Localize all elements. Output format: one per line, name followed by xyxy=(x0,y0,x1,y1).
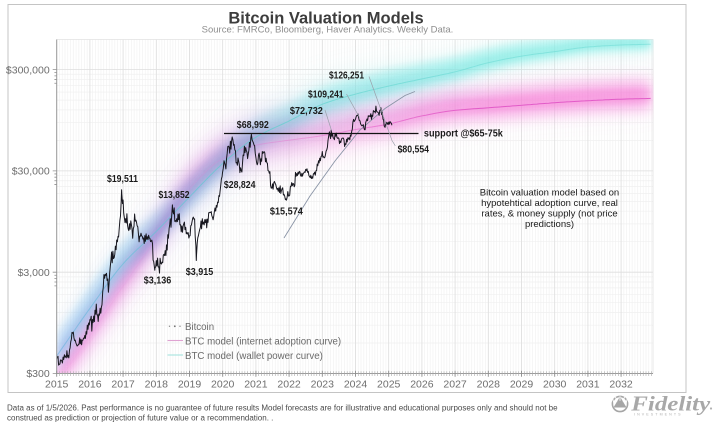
svg-text:2017: 2017 xyxy=(111,379,135,391)
svg-text:2020: 2020 xyxy=(211,379,235,391)
svg-text:$109,241: $109,241 xyxy=(308,89,344,100)
svg-text:INVESTMENTS: INVESTMENTS xyxy=(634,413,683,417)
svg-text:2015: 2015 xyxy=(45,379,69,391)
svg-text:2021: 2021 xyxy=(244,379,268,391)
svg-text:2027: 2027 xyxy=(443,379,467,391)
svg-text:2023: 2023 xyxy=(311,379,335,391)
svg-text:2028: 2028 xyxy=(477,379,501,391)
svg-text:2019: 2019 xyxy=(178,379,202,391)
svg-text:$19,511: $19,511 xyxy=(107,174,138,185)
svg-text:$3,136: $3,136 xyxy=(144,276,172,287)
svg-text:Bitcoin: Bitcoin xyxy=(185,322,214,333)
svg-text:$3,915: $3,915 xyxy=(186,267,214,278)
svg-text:$300: $300 xyxy=(26,368,50,380)
svg-text:$126,251: $126,251 xyxy=(329,70,364,81)
svg-text:2032: 2032 xyxy=(609,379,633,391)
svg-text:Fidelity: Fidelity xyxy=(630,392,711,416)
svg-text:2026: 2026 xyxy=(410,379,434,391)
svg-text:2029: 2029 xyxy=(510,379,534,391)
svg-text:$72,732: $72,732 xyxy=(290,106,323,117)
svg-text:predictions): predictions) xyxy=(525,219,574,230)
svg-text:2031: 2031 xyxy=(576,379,600,391)
svg-text:$68,992: $68,992 xyxy=(237,120,269,131)
svg-text:$15,574: $15,574 xyxy=(270,207,303,218)
svg-text:$13,852: $13,852 xyxy=(159,190,190,201)
svg-text:$80,554: $80,554 xyxy=(398,144,430,155)
svg-text:2016: 2016 xyxy=(78,379,102,391)
svg-text:Data as of 1/5/2026. Past perf: Data as of 1/5/2026. Past performance is… xyxy=(7,404,558,413)
svg-text:$3,000: $3,000 xyxy=(18,267,50,279)
svg-text:$30,000: $30,000 xyxy=(12,166,50,178)
svg-text:Bitcoin valuation model based: Bitcoin valuation model based on xyxy=(480,187,619,198)
svg-text:$28,824: $28,824 xyxy=(224,180,256,191)
svg-text:2025: 2025 xyxy=(377,379,401,391)
svg-text:BTC model (internet adoption c: BTC model (internet adoption curve) xyxy=(185,337,341,348)
svg-text:construed as prediction or pro: construed as prediction or projection of… xyxy=(7,414,273,423)
svg-text:2030: 2030 xyxy=(543,379,567,391)
svg-text:2022: 2022 xyxy=(277,379,301,391)
svg-text:Source: FMRCo, Bloomberg, Have: Source: FMRCo, Bloomberg, Haver Analytic… xyxy=(202,24,454,35)
svg-text:support @$65-75k: support @$65-75k xyxy=(424,128,503,139)
svg-text:Bitcoin Valuation Models: Bitcoin Valuation Models xyxy=(228,10,423,28)
svg-text:2018: 2018 xyxy=(145,379,169,391)
svg-text:BTC model (wallet power curve): BTC model (wallet power curve) xyxy=(185,351,323,362)
svg-text:hypotehtical adoption curve, r: hypotehtical adoption curve, real xyxy=(481,198,618,209)
svg-text:rates, & money supply (not pri: rates, & money supply (not price xyxy=(481,208,617,219)
svg-text:2024: 2024 xyxy=(344,379,368,391)
svg-text:$300,000: $300,000 xyxy=(6,64,50,76)
